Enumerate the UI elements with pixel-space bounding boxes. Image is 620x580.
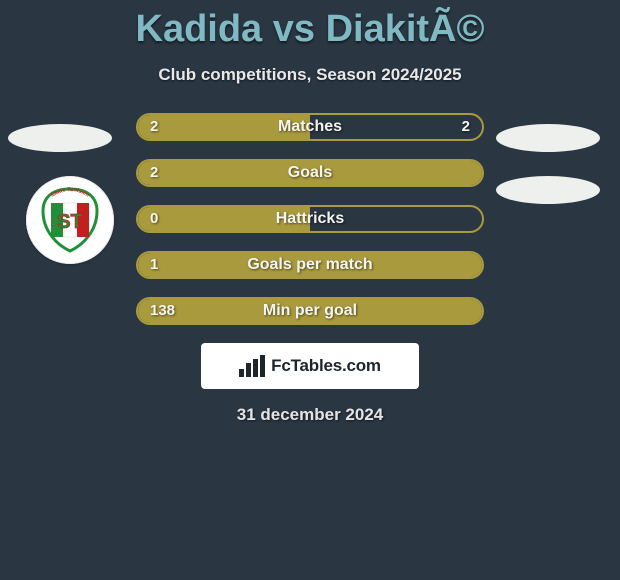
footer-date: 31 december 2024 <box>0 405 620 425</box>
fctables-bars-icon <box>239 355 265 377</box>
stat-label: Goals <box>136 159 484 187</box>
stat-label: Goals per match <box>136 251 484 279</box>
stat-label: Matches <box>136 113 484 141</box>
stat-row: 2Matches2 <box>136 113 484 141</box>
svg-text:ST: ST <box>57 211 83 233</box>
player-left-placeholder-1 <box>8 124 112 152</box>
stat-row: 1Goals per match <box>136 251 484 279</box>
player-right-placeholder-2 <box>496 176 600 204</box>
player-right-placeholder-1 <box>496 124 600 152</box>
stat-label: Min per goal <box>136 297 484 325</box>
stat-row: 2Goals <box>136 159 484 187</box>
brand-text: FcTables.com <box>271 356 381 376</box>
page-subtitle: Club competitions, Season 2024/2025 <box>0 65 620 85</box>
stat-label: Hattricks <box>136 205 484 233</box>
stat-row: 0Hattricks <box>136 205 484 233</box>
club-crest-left: ST Stade Tunisien <box>26 176 114 264</box>
brand-badge[interactable]: FcTables.com <box>201 343 419 389</box>
stat-row: 138Min per goal <box>136 297 484 325</box>
page-title: Kadida vs DiakitÃ© <box>0 0 620 51</box>
stade-tunisien-icon: ST Stade Tunisien <box>35 185 105 255</box>
